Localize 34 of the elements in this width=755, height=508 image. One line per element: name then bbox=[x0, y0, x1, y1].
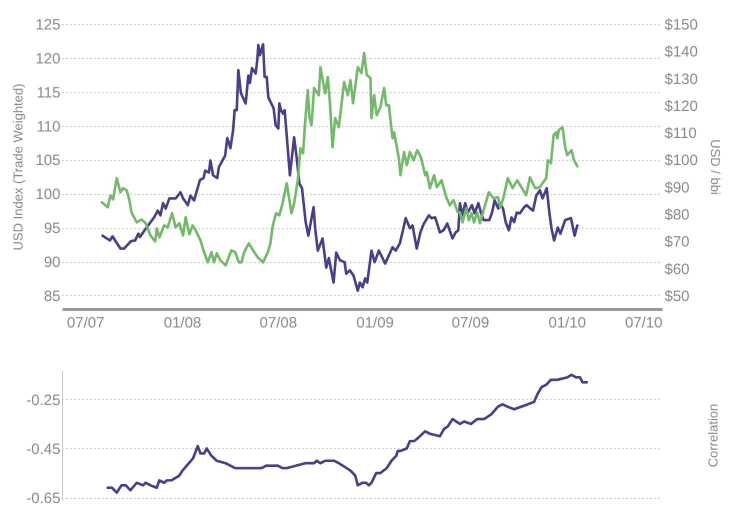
y-tick-label: 85 bbox=[44, 288, 60, 305]
y2-tick-label: $90 bbox=[664, 179, 690, 196]
y-tick-label: -0.45 bbox=[26, 440, 60, 458]
y-tick-label: -0.65 bbox=[26, 490, 60, 508]
y-tick-label: 90 bbox=[44, 254, 60, 271]
y2-tick-label: $100 bbox=[664, 152, 698, 170]
y-axis-title: USD Index (Trade Weighted) bbox=[10, 84, 26, 250]
y2-tick-label: $140 bbox=[664, 44, 698, 61]
x-tick-label: 07/09 bbox=[452, 314, 490, 332]
line-series bbox=[106, 374, 588, 494]
y2-tick-label: $50 bbox=[664, 288, 690, 305]
y-tick-label: 95 bbox=[44, 220, 60, 238]
x-tick-label: 07/08 bbox=[260, 314, 298, 332]
x-tick-label: 07/07 bbox=[66, 314, 104, 332]
y2-tick-label: $120 bbox=[664, 98, 698, 115]
y-tick-label: 105 bbox=[35, 152, 60, 170]
y-tick-label: 115 bbox=[36, 84, 60, 102]
y-axis-title: Correlation bbox=[706, 404, 720, 468]
y2-axis-title: USD / bbi bbox=[708, 139, 723, 195]
y2-tick-label: $70 bbox=[664, 234, 690, 251]
x-tick-label: 01/09 bbox=[356, 314, 394, 332]
y2-tick-label: $110 bbox=[664, 125, 697, 142]
y2-tick-label: $60 bbox=[664, 260, 690, 278]
y-tick-label: 125 bbox=[35, 16, 60, 34]
x-tick-label: 01/10 bbox=[548, 314, 586, 332]
x-tick-label: 07/10 bbox=[624, 314, 662, 332]
y-tick-label: 100 bbox=[35, 186, 60, 204]
y-tick-label: -0.25 bbox=[26, 392, 60, 409]
y2-tick-label: $150 bbox=[664, 16, 698, 34]
y-tick-label: 120 bbox=[35, 50, 60, 68]
y-tick-label: 110 bbox=[36, 118, 60, 136]
y2-tick-label: $130 bbox=[664, 70, 698, 88]
x-tick-label: 01/08 bbox=[164, 314, 202, 332]
y2-tick-label: $80 bbox=[664, 206, 690, 224]
